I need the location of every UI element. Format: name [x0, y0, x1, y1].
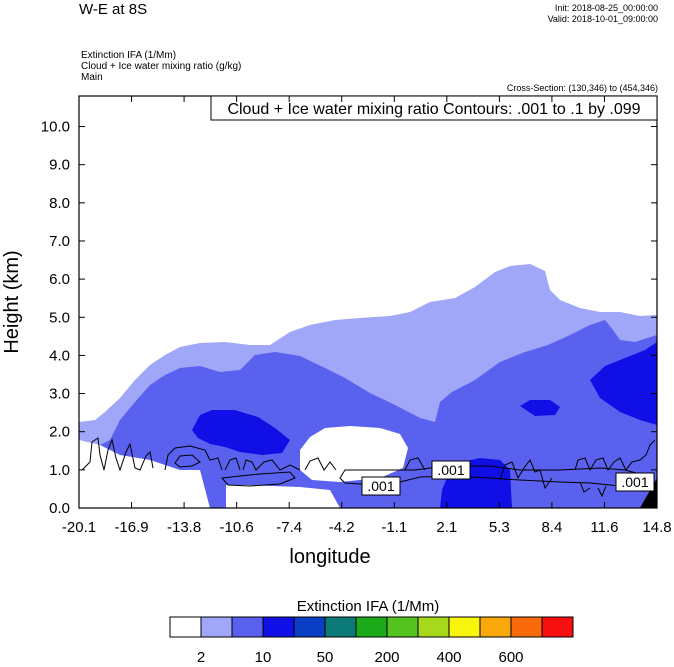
valid-time: Valid: 2018-10-01_09:00:00 [547, 14, 658, 24]
y-axis-title: Height (km) [1, 250, 23, 353]
field-label-extinction: Extinction IFA (1/Mm) [81, 50, 177, 61]
contour-line [174, 454, 201, 468]
x-tick-label: -7.4 [276, 519, 302, 536]
x-tick-label: -20.1 [62, 519, 96, 536]
shade-level-clear [226, 485, 340, 508]
colorbar-swatch [355, 616, 388, 638]
shade-level-dark [590, 342, 657, 425]
x-tick-label: 2.1 [436, 519, 457, 536]
contour-info: Cloud + Ice water mixing ratio Contours:… [227, 101, 640, 118]
colorbar-title: Extinction IFA (1/Mm) [297, 598, 440, 615]
cross-section-info: Cross-Section: (130,346) to (454,346) [506, 83, 658, 93]
x-tick-label: -1.1 [381, 519, 407, 536]
field-label-mixing-ratio: Cloud + Ice water mixing ratio (g/kg) [81, 61, 242, 72]
y-tick-label: 3.0 [49, 386, 70, 403]
x-tick-label: -10.6 [220, 519, 254, 536]
y-tick-label: 1.0 [49, 462, 70, 479]
x-tick-label: 14.8 [642, 519, 671, 536]
colorbar-swatch [169, 616, 202, 638]
colorbar-label: 2 [197, 649, 205, 666]
y-tick-label: 6.0 [49, 271, 70, 288]
contour-info-box [210, 95, 658, 121]
colorbar-swatch [324, 616, 357, 638]
y-tick-label: 8.0 [49, 195, 70, 212]
x-tick-label: -16.9 [114, 519, 148, 536]
field-label-main: Main [81, 72, 103, 83]
contour-line [81, 437, 154, 472]
x-tick-label: 11.6 [590, 519, 618, 536]
init-time: Init: 2018-08-25_00:00:00 [554, 3, 658, 13]
x-tick-label: 5.3 [489, 519, 510, 536]
colorbar-label: 50 [317, 649, 334, 666]
shade-level-clear [79, 440, 210, 508]
contour-line [164, 445, 223, 471]
x-axis-title: longitude [289, 546, 370, 568]
colorbar-swatch [510, 616, 543, 638]
contour-line [221, 471, 296, 487]
shade-level-dark [192, 410, 290, 455]
x-axis: -20.1 -16.9 -13.8 -10.6 -7.4 -4.2 -1.1 2.1 5.3 8.… [62, 96, 672, 536]
contour-line [224, 457, 301, 471]
contour-line [304, 457, 337, 471]
y-tick-label: 0.0 [49, 500, 70, 517]
colorbar-label: 400 [436, 649, 461, 666]
y-tick-label: 10.0 [41, 119, 70, 136]
x-tick-label: 8.4 [541, 519, 562, 536]
colorbar-swatch [448, 616, 481, 638]
contour-label: .001 [367, 478, 394, 494]
contour-line [574, 439, 656, 472]
colorbar [169, 616, 574, 638]
shade-level-dark [520, 400, 560, 416]
contour-label: .001 [437, 462, 464, 478]
colorbar-swatch [386, 616, 419, 638]
contour-label-box [361, 476, 401, 496]
colorbar-swatch [541, 616, 574, 638]
contour-line [579, 481, 607, 498]
y-tick-label: 9.0 [49, 157, 70, 174]
shade-level-clear [300, 426, 408, 482]
shade-level-medium [96, 320, 657, 508]
x-tick-label: -4.2 [329, 519, 355, 536]
y-tick-label: 7.0 [49, 233, 70, 250]
colorbar-label: 10 [255, 649, 272, 666]
contour-label-box [615, 472, 655, 492]
colorbar-label: 600 [498, 649, 523, 666]
contour-line [499, 459, 553, 490]
y-axis: 0.0 1.0 2.0 3.0 4.0 5.0 6.0 7.0 8.0 9.0 10.0 [41, 119, 657, 517]
extinction-shading [79, 264, 657, 508]
x-tick-label: -13.8 [167, 519, 201, 536]
chart-title: W-E at 8S [79, 1, 148, 18]
colorbar-swatch [200, 616, 233, 638]
y-tick-label: 4.0 [49, 347, 70, 364]
y-tick-label: 5.0 [49, 309, 70, 326]
colorbar-swatch [417, 616, 450, 638]
colorbar-labels: 2 10 50 200 400 600 [197, 649, 524, 666]
contour-line [404, 457, 426, 471]
colorbar-swatch [293, 616, 326, 638]
colorbar-swatch [262, 616, 295, 638]
y-tick-label: 2.0 [49, 424, 70, 441]
colorbar-label: 200 [374, 649, 399, 666]
contour-label: .001 [621, 474, 648, 490]
colorbar-swatch [479, 616, 512, 638]
colorbar-swatch [231, 616, 264, 638]
contour-label-box [431, 460, 471, 480]
